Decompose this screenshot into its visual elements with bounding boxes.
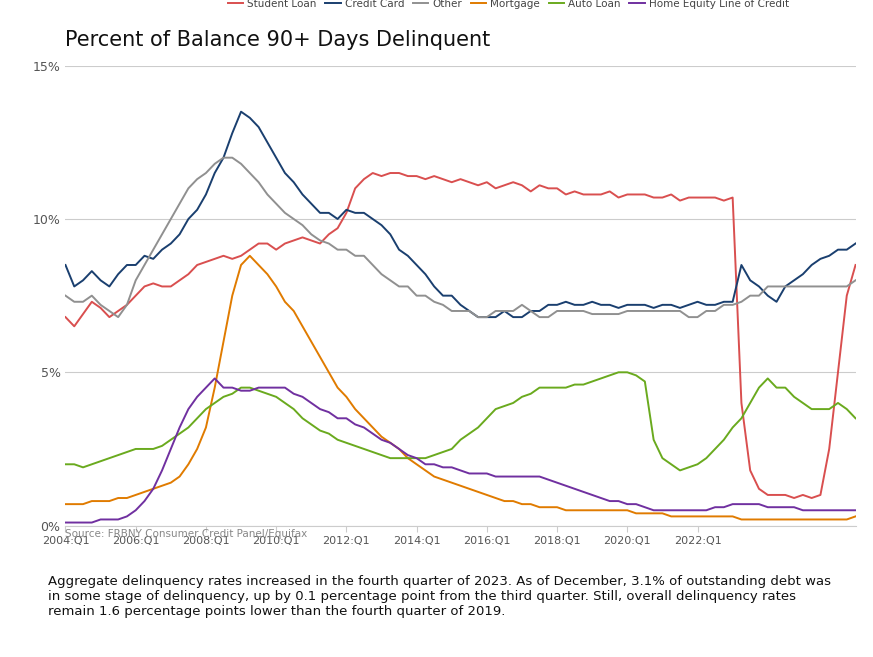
Credit Card <box>850 240 861 248</box>
Student Loan <box>842 292 852 300</box>
Line: Mortgage: Mortgage <box>65 256 856 520</box>
Other <box>262 191 272 198</box>
Student Loan <box>789 494 800 502</box>
Mortgage <box>736 516 746 524</box>
Mortgage <box>60 500 71 508</box>
Credit Card <box>157 246 168 254</box>
Other <box>60 292 71 300</box>
Home Equity Line of Credit <box>60 518 71 526</box>
Other <box>745 292 755 300</box>
Student Loan <box>60 313 71 321</box>
Mortgage <box>850 512 861 520</box>
Text: Source: FRBNY Consumer Credit Panel/Equifax: Source: FRBNY Consumer Credit Panel/Equi… <box>65 529 307 539</box>
Credit Card <box>534 307 545 315</box>
Mortgage <box>253 261 264 269</box>
Auto Loan <box>842 405 852 413</box>
Other <box>218 154 229 162</box>
Student Loan <box>850 261 861 269</box>
Credit Card <box>745 277 755 284</box>
Home Equity Line of Credit <box>253 384 264 392</box>
Student Loan <box>157 283 168 290</box>
Auto Loan <box>850 415 861 422</box>
Other <box>166 215 176 223</box>
Mortgage <box>157 482 168 489</box>
Text: Aggregate delinquency rates increased in the fourth quarter of 2023. As of Decem: Aggregate delinquency rates increased in… <box>48 575 831 618</box>
Line: Auto Loan: Auto Loan <box>65 373 856 470</box>
Credit Card <box>473 313 484 321</box>
Other <box>279 209 290 217</box>
Student Loan <box>736 399 746 407</box>
Student Loan <box>244 246 255 254</box>
Other <box>842 283 852 290</box>
Home Equity Line of Credit <box>736 500 746 508</box>
Mortgage <box>745 516 755 524</box>
Home Equity Line of Credit <box>850 507 861 514</box>
Home Equity Line of Credit <box>157 466 168 474</box>
Home Equity Line of Credit <box>271 384 281 392</box>
Credit Card <box>60 261 71 269</box>
Other <box>113 313 123 321</box>
Home Equity Line of Credit <box>210 374 220 382</box>
Credit Card <box>236 108 246 116</box>
Mortgage <box>244 252 255 260</box>
Text: Percent of Balance 90+ Days Delinquent: Percent of Balance 90+ Days Delinquent <box>65 30 491 49</box>
Other <box>534 313 545 321</box>
Auto Loan <box>745 399 755 407</box>
Line: Student Loan: Student Loan <box>65 173 856 498</box>
Auto Loan <box>675 466 685 474</box>
Home Equity Line of Credit <box>842 507 852 514</box>
Credit Card <box>271 154 281 162</box>
Student Loan <box>262 240 272 248</box>
Mortgage <box>842 516 852 524</box>
Credit Card <box>842 246 852 254</box>
Auto Loan <box>157 442 168 450</box>
Mortgage <box>271 283 281 290</box>
Other <box>850 277 861 284</box>
Line: Credit Card: Credit Card <box>65 112 856 317</box>
Auto Loan <box>613 369 623 376</box>
Mortgage <box>526 500 536 508</box>
Credit Card <box>253 123 264 131</box>
Line: Home Equity Line of Credit: Home Equity Line of Credit <box>65 378 856 522</box>
Auto Loan <box>517 393 527 401</box>
Home Equity Line of Credit <box>833 507 843 514</box>
Auto Loan <box>262 390 272 397</box>
Legend: Student Loan, Credit Card, Other, Mortgage, Auto Loan, Home Equity Line of Credi: Student Loan, Credit Card, Other, Mortga… <box>223 0 794 12</box>
Line: Other: Other <box>65 158 856 317</box>
Student Loan <box>368 169 378 177</box>
Student Loan <box>526 187 536 195</box>
Auto Loan <box>244 384 255 392</box>
Auto Loan <box>60 461 71 468</box>
